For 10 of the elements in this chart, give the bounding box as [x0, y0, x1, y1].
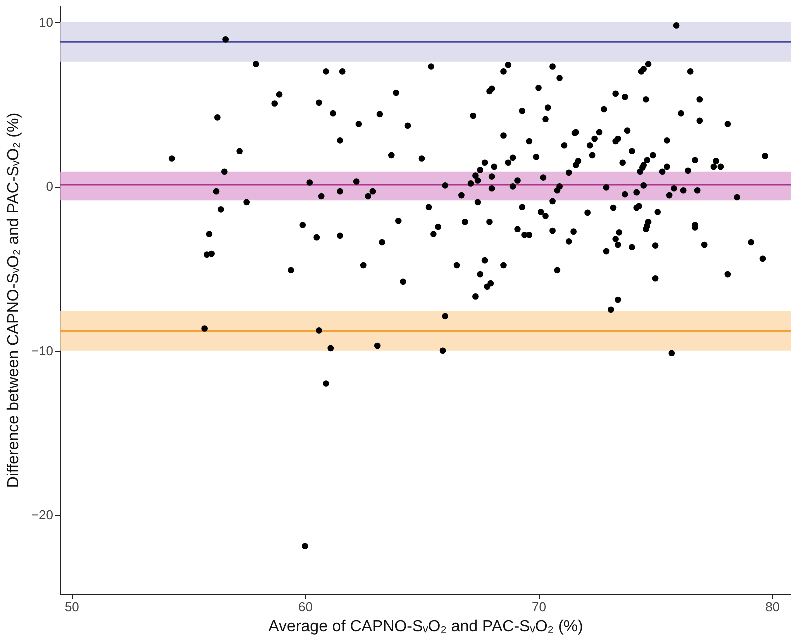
x-tick-label: 50: [64, 600, 80, 614]
y-axis-title: Difference between CAPNO-SᵥO₂ and PAC-SᵥO₂ (%): [5, 112, 22, 488]
x-tick-label: 70: [532, 600, 547, 614]
x-tick-label: 60: [298, 600, 313, 614]
x-tick-label: 80: [766, 600, 780, 614]
y-tick-label: 0: [46, 179, 54, 194]
y-tick-label: 10: [39, 14, 54, 30]
x-axis-title: Average of CAPNO-SᵥO₂ and PAC-SᵥO₂ (%): [268, 618, 584, 636]
y-tick-label: −20: [31, 508, 54, 523]
y-tick-label: −10: [31, 343, 54, 358]
